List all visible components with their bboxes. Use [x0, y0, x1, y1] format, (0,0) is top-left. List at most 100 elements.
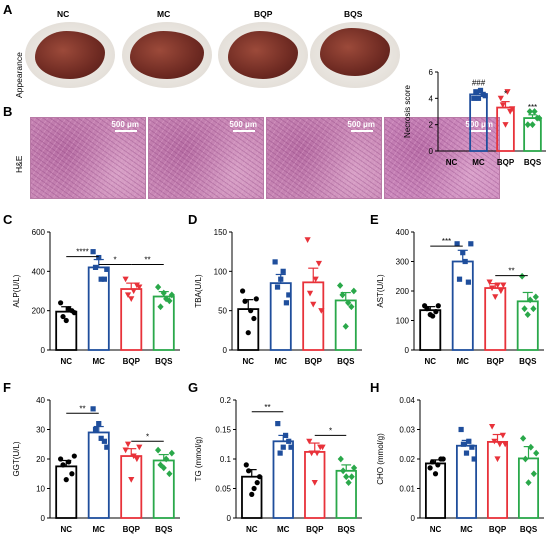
scale-bar-label: 500 μm: [229, 120, 257, 129]
data-point-bqs: [525, 479, 532, 486]
y-axis-label: GGT(U/L): [12, 441, 21, 476]
data-point-mc: [475, 95, 482, 101]
data-point-mc: [274, 284, 281, 290]
y-tick-label: 2: [429, 121, 434, 130]
data-point-bqp: [306, 290, 314, 297]
data-point-mc: [463, 450, 470, 456]
data-point-mc: [462, 258, 468, 265]
data-point-bqp: [304, 237, 311, 243]
data-point-bqs: [531, 108, 538, 115]
data-point-nc: [249, 491, 255, 497]
x-tick-label: BQS: [519, 357, 537, 366]
y-tick-label: 0.05: [215, 485, 231, 494]
data-point-nc: [427, 465, 433, 471]
data-point-nc: [254, 480, 260, 486]
y-tick-label: 0.1: [220, 455, 232, 464]
bar-mc: [455, 444, 478, 519]
data-point-nc: [66, 306, 72, 312]
data-point-nc: [63, 477, 69, 483]
data-point-bqs: [520, 434, 527, 442]
data-point-nc: [66, 459, 72, 465]
data-point-mc: [101, 276, 107, 282]
data-point-bqs: [155, 446, 162, 454]
data-point-bqp: [128, 296, 135, 302]
data-point-nc: [245, 330, 251, 336]
data-point-bqp: [497, 288, 504, 295]
y-tick-label: 0: [223, 346, 228, 355]
data-point-bqs: [339, 291, 346, 299]
y-tick-label: 0.04: [399, 396, 415, 405]
data-point-bqs: [337, 282, 344, 289]
y-tick-label: 0: [405, 346, 410, 355]
y-tick-label: 0: [41, 346, 46, 355]
data-point-mc: [96, 254, 102, 261]
data-point-bqp: [500, 282, 507, 289]
data-point-bqs: [350, 287, 357, 295]
data-point-bqs: [166, 470, 173, 478]
data-point-bqp: [315, 260, 322, 267]
data-point-bqs: [157, 461, 164, 469]
data-point-nc: [251, 485, 257, 492]
data-point-nc: [58, 300, 64, 306]
data-point-mc: [477, 87, 484, 94]
bar-mc: [87, 431, 110, 519]
panel-letter-h: H: [370, 380, 380, 395]
x-tick-label: BQP: [306, 525, 324, 534]
data-point-mc: [468, 241, 474, 247]
y-tick-label: 0.01: [399, 485, 415, 494]
panel-letter-a: A: [3, 2, 13, 17]
data-point-mc: [456, 276, 463, 282]
liver-photo-bqs: [310, 22, 400, 88]
x-tick-label: BQS: [155, 357, 173, 366]
data-point-bqp: [122, 276, 129, 283]
data-point-bqp: [504, 89, 511, 95]
bar-nc: [241, 475, 263, 519]
he-label: H&E: [14, 155, 24, 173]
data-point-bqp: [494, 282, 501, 289]
significance-label: ###: [472, 78, 486, 87]
data-point-mc: [272, 259, 278, 265]
data-point-mc: [98, 276, 104, 282]
data-point-nc: [242, 298, 248, 304]
bar-nc: [237, 308, 260, 351]
data-point-bqs: [533, 449, 540, 457]
data-point-nc: [60, 313, 66, 320]
data-point-mc: [275, 421, 281, 427]
significance-label: **: [264, 403, 270, 412]
data-point-bqs: [163, 295, 170, 303]
data-point-mc: [286, 292, 292, 298]
data-point-nc: [435, 462, 441, 468]
data-point-bqs: [522, 455, 529, 463]
data-point-bqs: [527, 296, 534, 304]
tg-chart: 00.050.10.150.2TG (mmol/g)NC MC BQP BQS***: [194, 396, 362, 534]
data-point-bqs: [521, 305, 528, 313]
data-point-mc: [460, 250, 466, 256]
data-point-bqp: [136, 284, 143, 291]
data-point-bqp: [124, 292, 132, 299]
data-point-bqs: [340, 467, 347, 475]
scale-bar-label: 500 μm: [347, 120, 375, 129]
x-tick-label: BQP: [497, 158, 515, 167]
y-tick-label: 400: [32, 267, 46, 276]
data-point-nc: [246, 468, 252, 474]
x-tick-label: BQP: [123, 357, 141, 366]
data-point-mc: [458, 426, 464, 433]
data-point-mc: [469, 444, 475, 450]
y-tick-label: 200: [32, 307, 46, 316]
data-point-bqs: [157, 303, 164, 311]
y-tick-label: 30: [36, 426, 45, 435]
data-point-nc: [253, 296, 259, 302]
y-tick-label: 4: [429, 94, 434, 103]
x-tick-label: NC: [242, 357, 254, 366]
data-point-bqp: [122, 447, 129, 454]
y-tick-label: 0.15: [215, 426, 231, 435]
data-point-mc: [96, 421, 102, 427]
data-point-mc: [280, 268, 286, 274]
bar-nc: [55, 310, 78, 351]
y-tick-label: 6: [429, 68, 434, 77]
data-point-nc: [243, 462, 249, 468]
data-point-nc: [71, 453, 77, 459]
